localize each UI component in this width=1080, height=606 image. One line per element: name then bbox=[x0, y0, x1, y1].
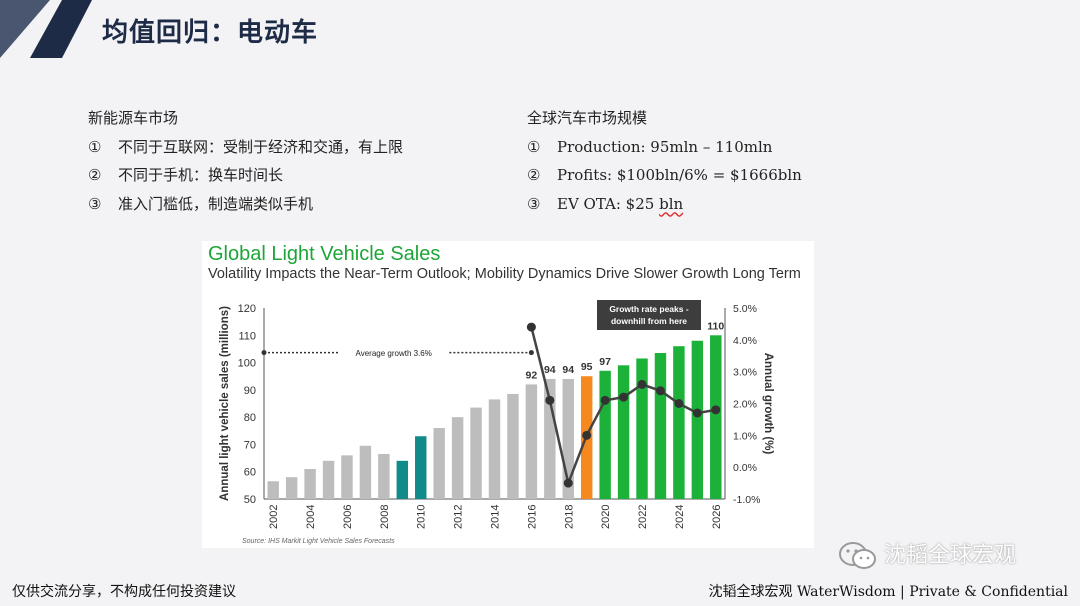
data-label-2017: 94 bbox=[544, 364, 556, 376]
y-tick-label: 100 bbox=[238, 358, 256, 370]
y2-tick-label: 0.0% bbox=[733, 462, 757, 474]
y2-tick-label: 5.0% bbox=[733, 303, 757, 315]
corner-decoration bbox=[0, 0, 92, 58]
wechat-icon bbox=[839, 542, 876, 569]
left-heading: 新能源车市场 bbox=[88, 109, 179, 127]
bar-2025 bbox=[691, 340, 704, 499]
left-column: 新能源车市场 ① 不同于互联网：受制于经济和交通，有上限 ② 不同于手机：换车时间长… bbox=[88, 104, 403, 218]
y2-tick-label: 4.0% bbox=[733, 335, 757, 347]
x-tick-label: 2024 bbox=[674, 505, 686, 529]
growth-point-2020 bbox=[600, 395, 610, 405]
growth-point-2025 bbox=[692, 408, 702, 418]
bar-2014 bbox=[488, 399, 501, 499]
y-tick-label: 120 bbox=[238, 303, 256, 315]
right-column: 全球汽车市场规模 ① Production: 95mln – 110mln ② Pr… bbox=[527, 104, 802, 218]
y2-tick-label: 1.0% bbox=[733, 430, 757, 442]
data-label-2016: 92 bbox=[526, 369, 538, 381]
chart-title: Global Light Vehicle Sales bbox=[208, 243, 441, 265]
callout-text: downhill from here bbox=[611, 316, 687, 326]
bar-2010 bbox=[415, 436, 427, 499]
bar-2006 bbox=[341, 455, 353, 499]
list-item: ② Profits: $100bln/6% = $1666bln bbox=[527, 166, 802, 184]
disclaimer: 仅供交流分享，不构成任何投资建议 bbox=[12, 584, 236, 600]
x-tick-label: 2008 bbox=[379, 505, 391, 529]
chart-canvas: 50 60 70 80 90 100 110 120 -1.0% 0.0% 1.0% 2.0% 3.0%… bbox=[219, 300, 774, 545]
growth-point-2016 bbox=[526, 322, 536, 332]
bar-2024 bbox=[673, 346, 685, 499]
x-tick-label: 2006 bbox=[342, 505, 354, 529]
bar-2016 bbox=[525, 384, 538, 499]
data-label-2019: 95 bbox=[581, 361, 593, 373]
y-tick-label: 80 bbox=[244, 412, 256, 424]
bar-2015 bbox=[507, 393, 519, 499]
callout-box bbox=[597, 300, 701, 330]
x-tick-label: 2014 bbox=[490, 505, 502, 529]
data-label-2026: 110 bbox=[707, 320, 724, 332]
growth-point-2019 bbox=[582, 430, 592, 440]
bar-2005 bbox=[322, 460, 335, 499]
bar-2011 bbox=[433, 428, 445, 499]
bar-2022 bbox=[636, 358, 648, 499]
sales-chart: 50 60 70 80 90 100 110 120 -1.0% 0.0% 1.0% 2.0% 3.0%… bbox=[202, 241, 814, 548]
average-line-end bbox=[528, 350, 534, 356]
x-tick-label: 2018 bbox=[563, 505, 575, 529]
bar-2007 bbox=[359, 445, 372, 499]
x-tick-label: 2004 bbox=[305, 505, 317, 529]
x-tick-label: 2012 bbox=[453, 505, 465, 529]
y2-tick-label: 3.0% bbox=[733, 367, 757, 379]
slide-title: 均值回归：电动车 bbox=[102, 18, 319, 48]
bar-2018 bbox=[562, 378, 574, 499]
bar-2009 bbox=[396, 460, 409, 499]
bar-2013 bbox=[470, 407, 482, 499]
average-line-label: Average growth 3.6% bbox=[356, 349, 432, 358]
footer-brand: 沈韬全球宏观 WaterWisdom | Private & Confident… bbox=[708, 584, 1068, 600]
bar-2026 bbox=[710, 335, 722, 499]
list-item: ③ 准入门槛低，制造端类似手机 bbox=[88, 194, 314, 213]
y-tick-label: 50 bbox=[244, 494, 256, 506]
x-tick-label: 2026 bbox=[711, 505, 723, 529]
list-item: ② 不同于手机：换车时间长 bbox=[88, 166, 284, 184]
list-item: ① 不同于互联网：受制于经济和交通，有上限 bbox=[88, 137, 404, 156]
y2-axis-label: Annual growth (%) bbox=[762, 353, 774, 455]
bar-2008 bbox=[378, 453, 390, 499]
y2-tick-label: -1.0% bbox=[733, 494, 760, 506]
x-tick-label: 2002 bbox=[268, 505, 280, 529]
right-heading: 全球汽车市场规模 bbox=[527, 109, 648, 127]
x-tick-label: 2020 bbox=[600, 505, 612, 529]
growth-point-2021 bbox=[619, 392, 629, 402]
bar-2021 bbox=[617, 365, 630, 499]
bar-2023 bbox=[654, 353, 667, 499]
watermark: 沈韬全球宏观 bbox=[838, 537, 1016, 571]
bar-2017 bbox=[544, 378, 556, 499]
growth-point-2026 bbox=[711, 405, 721, 415]
x-tick-label: 2010 bbox=[416, 505, 428, 529]
bar-2002 bbox=[267, 481, 279, 499]
average-line-start bbox=[261, 350, 267, 356]
growth-point-2018 bbox=[563, 478, 573, 488]
y-axis-label: Annual light vehicle sales (millions) bbox=[219, 306, 231, 501]
y-tick-label: 110 bbox=[238, 330, 256, 342]
growth-point-2017 bbox=[545, 395, 555, 405]
list-item: ① Production: 95mln – 110mln bbox=[527, 137, 773, 156]
list-item: ③ EV OTA: $25 bln bbox=[527, 194, 684, 213]
y-tick-label: 90 bbox=[244, 385, 256, 397]
growth-point-2024 bbox=[674, 399, 684, 408]
x-tick-label: 2022 bbox=[637, 505, 649, 529]
y-tick-label: 70 bbox=[244, 439, 256, 451]
bar-2012 bbox=[451, 417, 464, 499]
growth-point-2022 bbox=[637, 379, 647, 389]
bar-2004 bbox=[304, 468, 316, 499]
y2-tick-label: 2.0% bbox=[733, 399, 757, 411]
callout-text: Growth rate peaks - bbox=[609, 304, 689, 314]
y-tick-label: 60 bbox=[244, 467, 256, 479]
chart-source: Source: IHS Markit Light Vehicle Sales F… bbox=[242, 538, 395, 545]
data-label-2020: 97 bbox=[599, 356, 611, 368]
bar-2020 bbox=[599, 370, 611, 499]
x-tick-label: 2016 bbox=[526, 505, 538, 529]
growth-point-2023 bbox=[655, 386, 665, 396]
chart-subtitle: Volatility Impacts the Near-Term Outlook… bbox=[208, 266, 801, 282]
bar-2003 bbox=[285, 477, 298, 499]
data-label-2018: 94 bbox=[562, 364, 574, 376]
